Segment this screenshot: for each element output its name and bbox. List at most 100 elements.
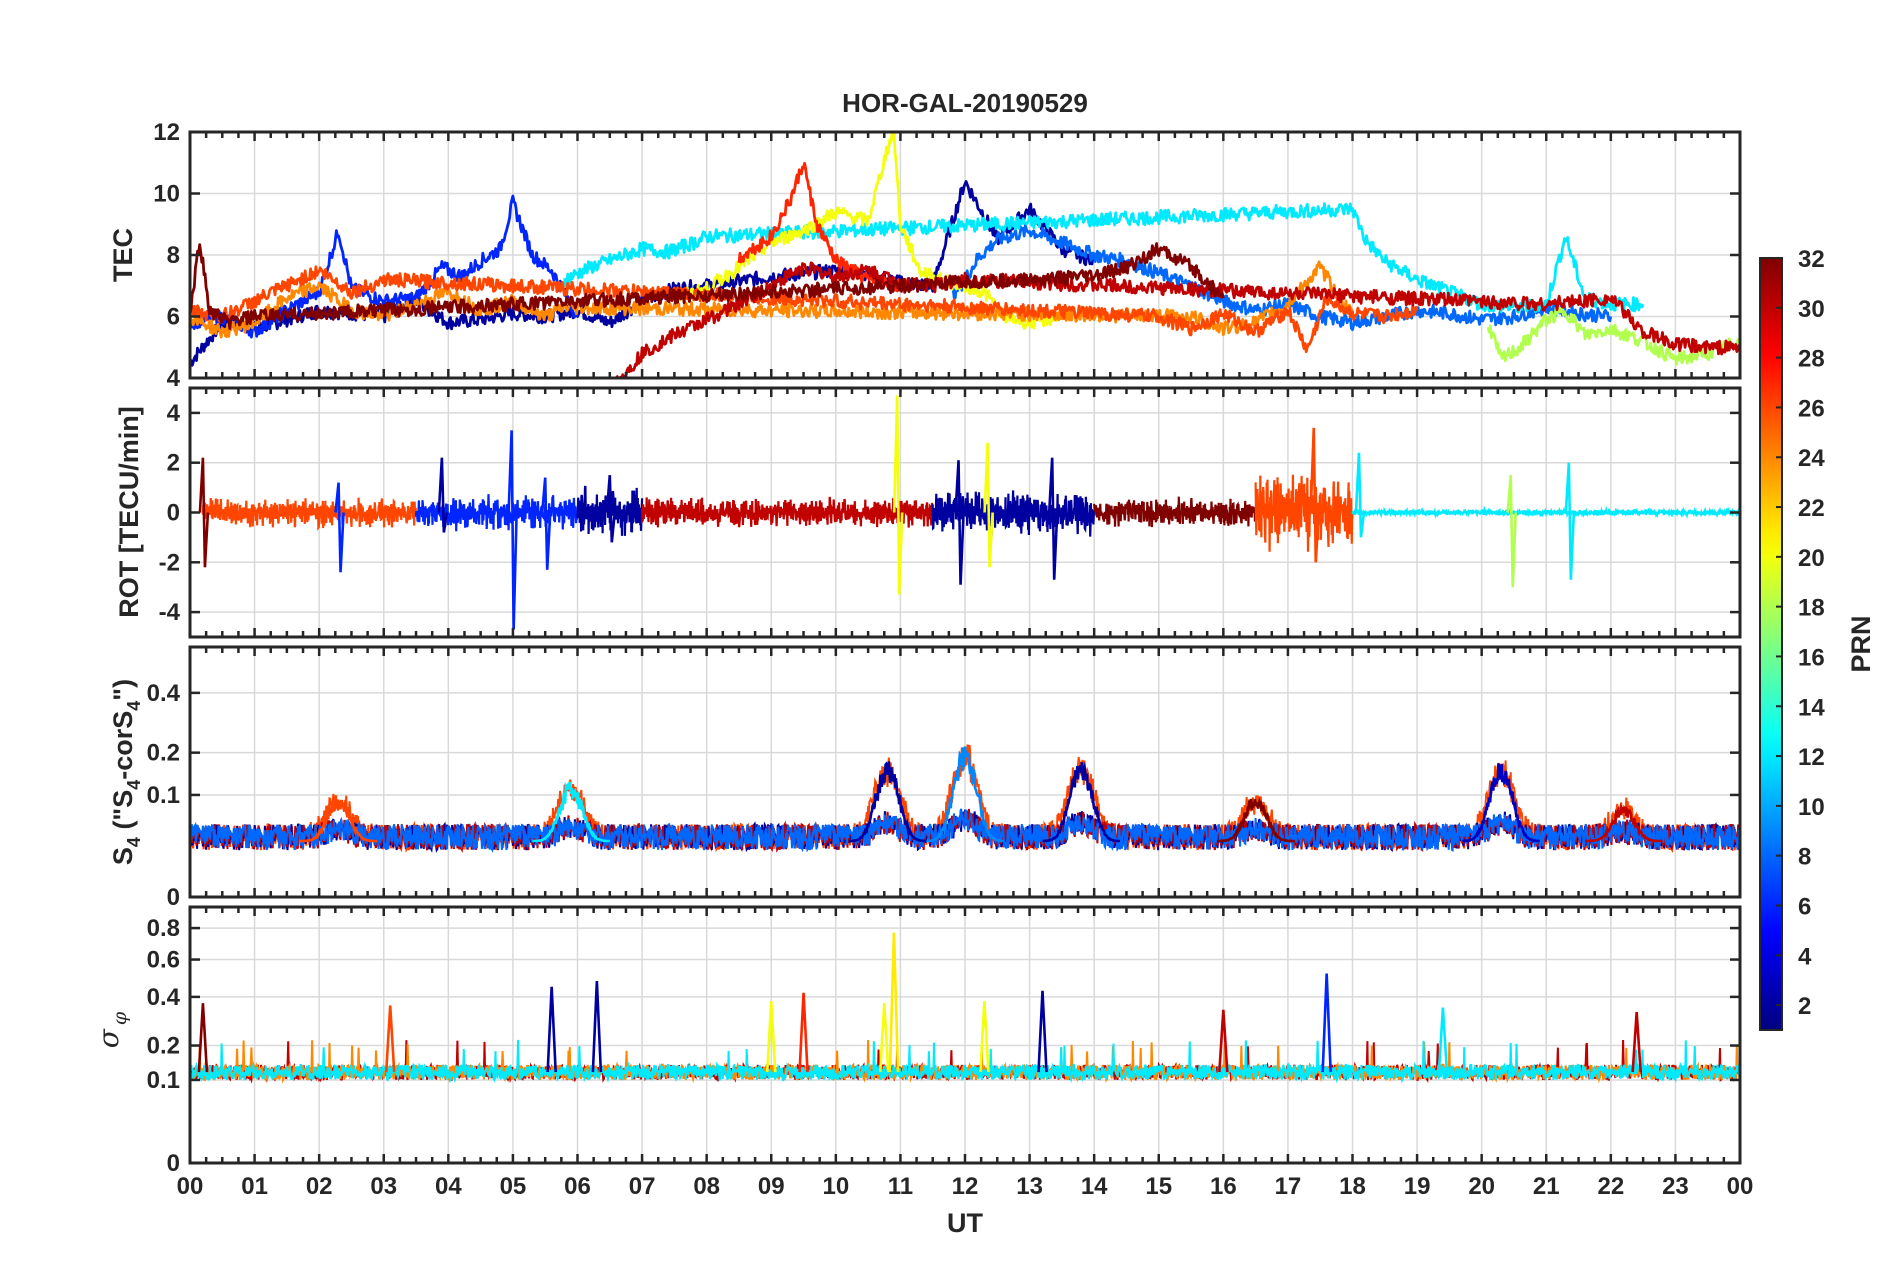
colorbar-tick-label: 24 (1798, 445, 1825, 472)
colorbar-tick-label: 8 (1798, 844, 1811, 871)
sigma-peak-prn-20 (979, 1001, 990, 1073)
sigma-background-series (190, 1039, 1740, 1084)
x-tick-label: 03 (370, 1173, 397, 1200)
colorbar-tick-label: 14 (1798, 694, 1825, 721)
rot-spike-prn-12 (1354, 452, 1366, 538)
y-axis-label-sigma: σφ (92, 1011, 131, 1048)
x-tick-label: 14 (1081, 1173, 1108, 1200)
axis-ticks (188, 907, 1742, 1163)
rot-band-prn-26 (201, 497, 418, 532)
colorbar-frame (1759, 257, 1783, 1031)
series-group (198, 395, 1740, 630)
colorbar-label: PRN (1846, 615, 1876, 672)
colorbar-tick-label: 32 (1798, 246, 1825, 273)
s4-peak-prn-30 (1585, 803, 1663, 843)
x-tick-label: 07 (629, 1173, 656, 1200)
y-tick-label: 0.1 (147, 1067, 180, 1094)
panel-sigma_phi: 0 0.1 0.2 0.4 0.6 0.8 00 01 02 03 04 05 06 07 08 09 10 11… (92, 905, 1754, 1200)
s4-peak-prn-3 (1462, 763, 1540, 843)
y-tick-label: 0.4 (147, 680, 181, 707)
x-tick-label: 05 (500, 1173, 527, 1200)
y-tick-label: 0 (167, 1150, 180, 1177)
colorbar-tick-label: 2 (1798, 993, 1811, 1020)
colorbar-tick-label: 6 (1798, 893, 1811, 920)
y-tick-label: 10 (153, 181, 180, 208)
s4-peak-prn-2 (1042, 761, 1120, 843)
series-group (190, 744, 1740, 854)
tec-series-prn-27 (737, 162, 902, 293)
rot-spike-prn-6 (334, 482, 345, 573)
x-tick-label: 00 (1727, 1173, 1754, 1200)
y-tick-label: 12 (153, 119, 180, 146)
rot-band-prn-12 (1351, 505, 1740, 519)
rot-spike-prn-20 (892, 395, 904, 595)
x-tick-label: 22 (1597, 1173, 1624, 1200)
s4-peak-prn-26 (299, 794, 378, 843)
y-tick-label: 4 (167, 365, 181, 392)
colorbar-tick-label: 12 (1798, 744, 1825, 771)
panel-s4: 0 0.1 0.2 0.4S4 ("S4-corS4") (108, 645, 1742, 911)
x-tick-label: 13 (1016, 1173, 1043, 1200)
series-group (190, 132, 1740, 378)
x-tick-label: 17 (1275, 1173, 1302, 1200)
colorbar-tick-label: 4 (1798, 943, 1812, 970)
x-tick-label: 20 (1468, 1173, 1495, 1200)
rot-spike-prn-2 (1047, 457, 1059, 580)
panel-tec: 4 6 8 10 12 TEC (108, 119, 1742, 392)
rot-spike-prn-2 (605, 475, 617, 543)
tec-series-prn-32 (190, 242, 1225, 331)
x-tick-label: 16 (1210, 1173, 1237, 1200)
sigma-peak-prn-2 (1037, 990, 1048, 1073)
sigma-peak-prn-20 (878, 1003, 890, 1073)
axis-ticks (188, 647, 1742, 897)
rot-band-prn-2 (576, 485, 644, 536)
x-tick-label: 01 (241, 1173, 268, 1200)
colorbar-tick-label: 20 (1798, 545, 1825, 572)
rot-band-prn-26 (1254, 474, 1354, 552)
rot-spike-prn-32 (198, 457, 210, 568)
s4-peak-prn-12 (532, 781, 610, 843)
y-tick-label: -2 (159, 549, 180, 576)
y-axis-label-rot: ROT [TECU/min] (114, 406, 144, 617)
y-tick-label: 8 (167, 242, 180, 269)
colorbar-tick-label: 16 (1798, 644, 1825, 671)
x-tick-label: 19 (1404, 1173, 1431, 1200)
s4-peak-prn-32 (1216, 797, 1295, 843)
y-tick-label: 4 (167, 400, 181, 427)
colorbar-tick-label: 18 (1798, 595, 1825, 622)
sigma-peak-prn-12 (1437, 1007, 1449, 1073)
colorbar-tick-label: 22 (1798, 495, 1825, 522)
rot-band-prn-32 (1093, 496, 1257, 528)
sigma-peak-prn-30 (1631, 1012, 1642, 1073)
y-tick-label: 0 (167, 884, 180, 911)
rot-spike-prn-6 (540, 477, 552, 570)
panel-rot: -4 -2 0 2 4 ROT [TECU/min] (114, 386, 1742, 639)
rot-spike-prn-20 (983, 442, 994, 568)
x-tick-label: 02 (306, 1173, 333, 1200)
y-tick-label: -4 (159, 599, 181, 626)
sigma-peak-prn-27 (798, 992, 809, 1073)
grid (189, 131, 1741, 379)
colorbar-tick-label: 26 (1798, 395, 1825, 422)
x-tick-label: 06 (564, 1173, 591, 1200)
x-tick-label: 04 (435, 1173, 462, 1200)
y-tick-label: 0.6 (147, 947, 180, 974)
y-tick-label: 0.2 (147, 740, 180, 767)
colorbar-gradient (1760, 258, 1782, 1030)
y-tick-label: 6 (167, 304, 180, 331)
x-tick-label: 09 (758, 1173, 785, 1200)
x-tick-label: 21 (1533, 1173, 1560, 1200)
x-tick-label: 12 (952, 1173, 979, 1200)
x-tick-label: 18 (1339, 1173, 1366, 1200)
sigma-peak-prn-6 (1321, 973, 1332, 1073)
rot-spike-prn-2 (954, 460, 965, 585)
y-tick-label: 2 (167, 450, 180, 477)
sigma-peak-prn-21 (888, 932, 900, 1073)
rot-spike-prn-2 (437, 457, 449, 533)
colorbar-tick-label: 28 (1798, 346, 1825, 373)
rot-spike-prn-26 (1309, 427, 1321, 563)
y-axis-label-s4: S4 ("S4-corS4") (108, 679, 144, 865)
rot-spike-prn-18 (1506, 475, 1518, 588)
